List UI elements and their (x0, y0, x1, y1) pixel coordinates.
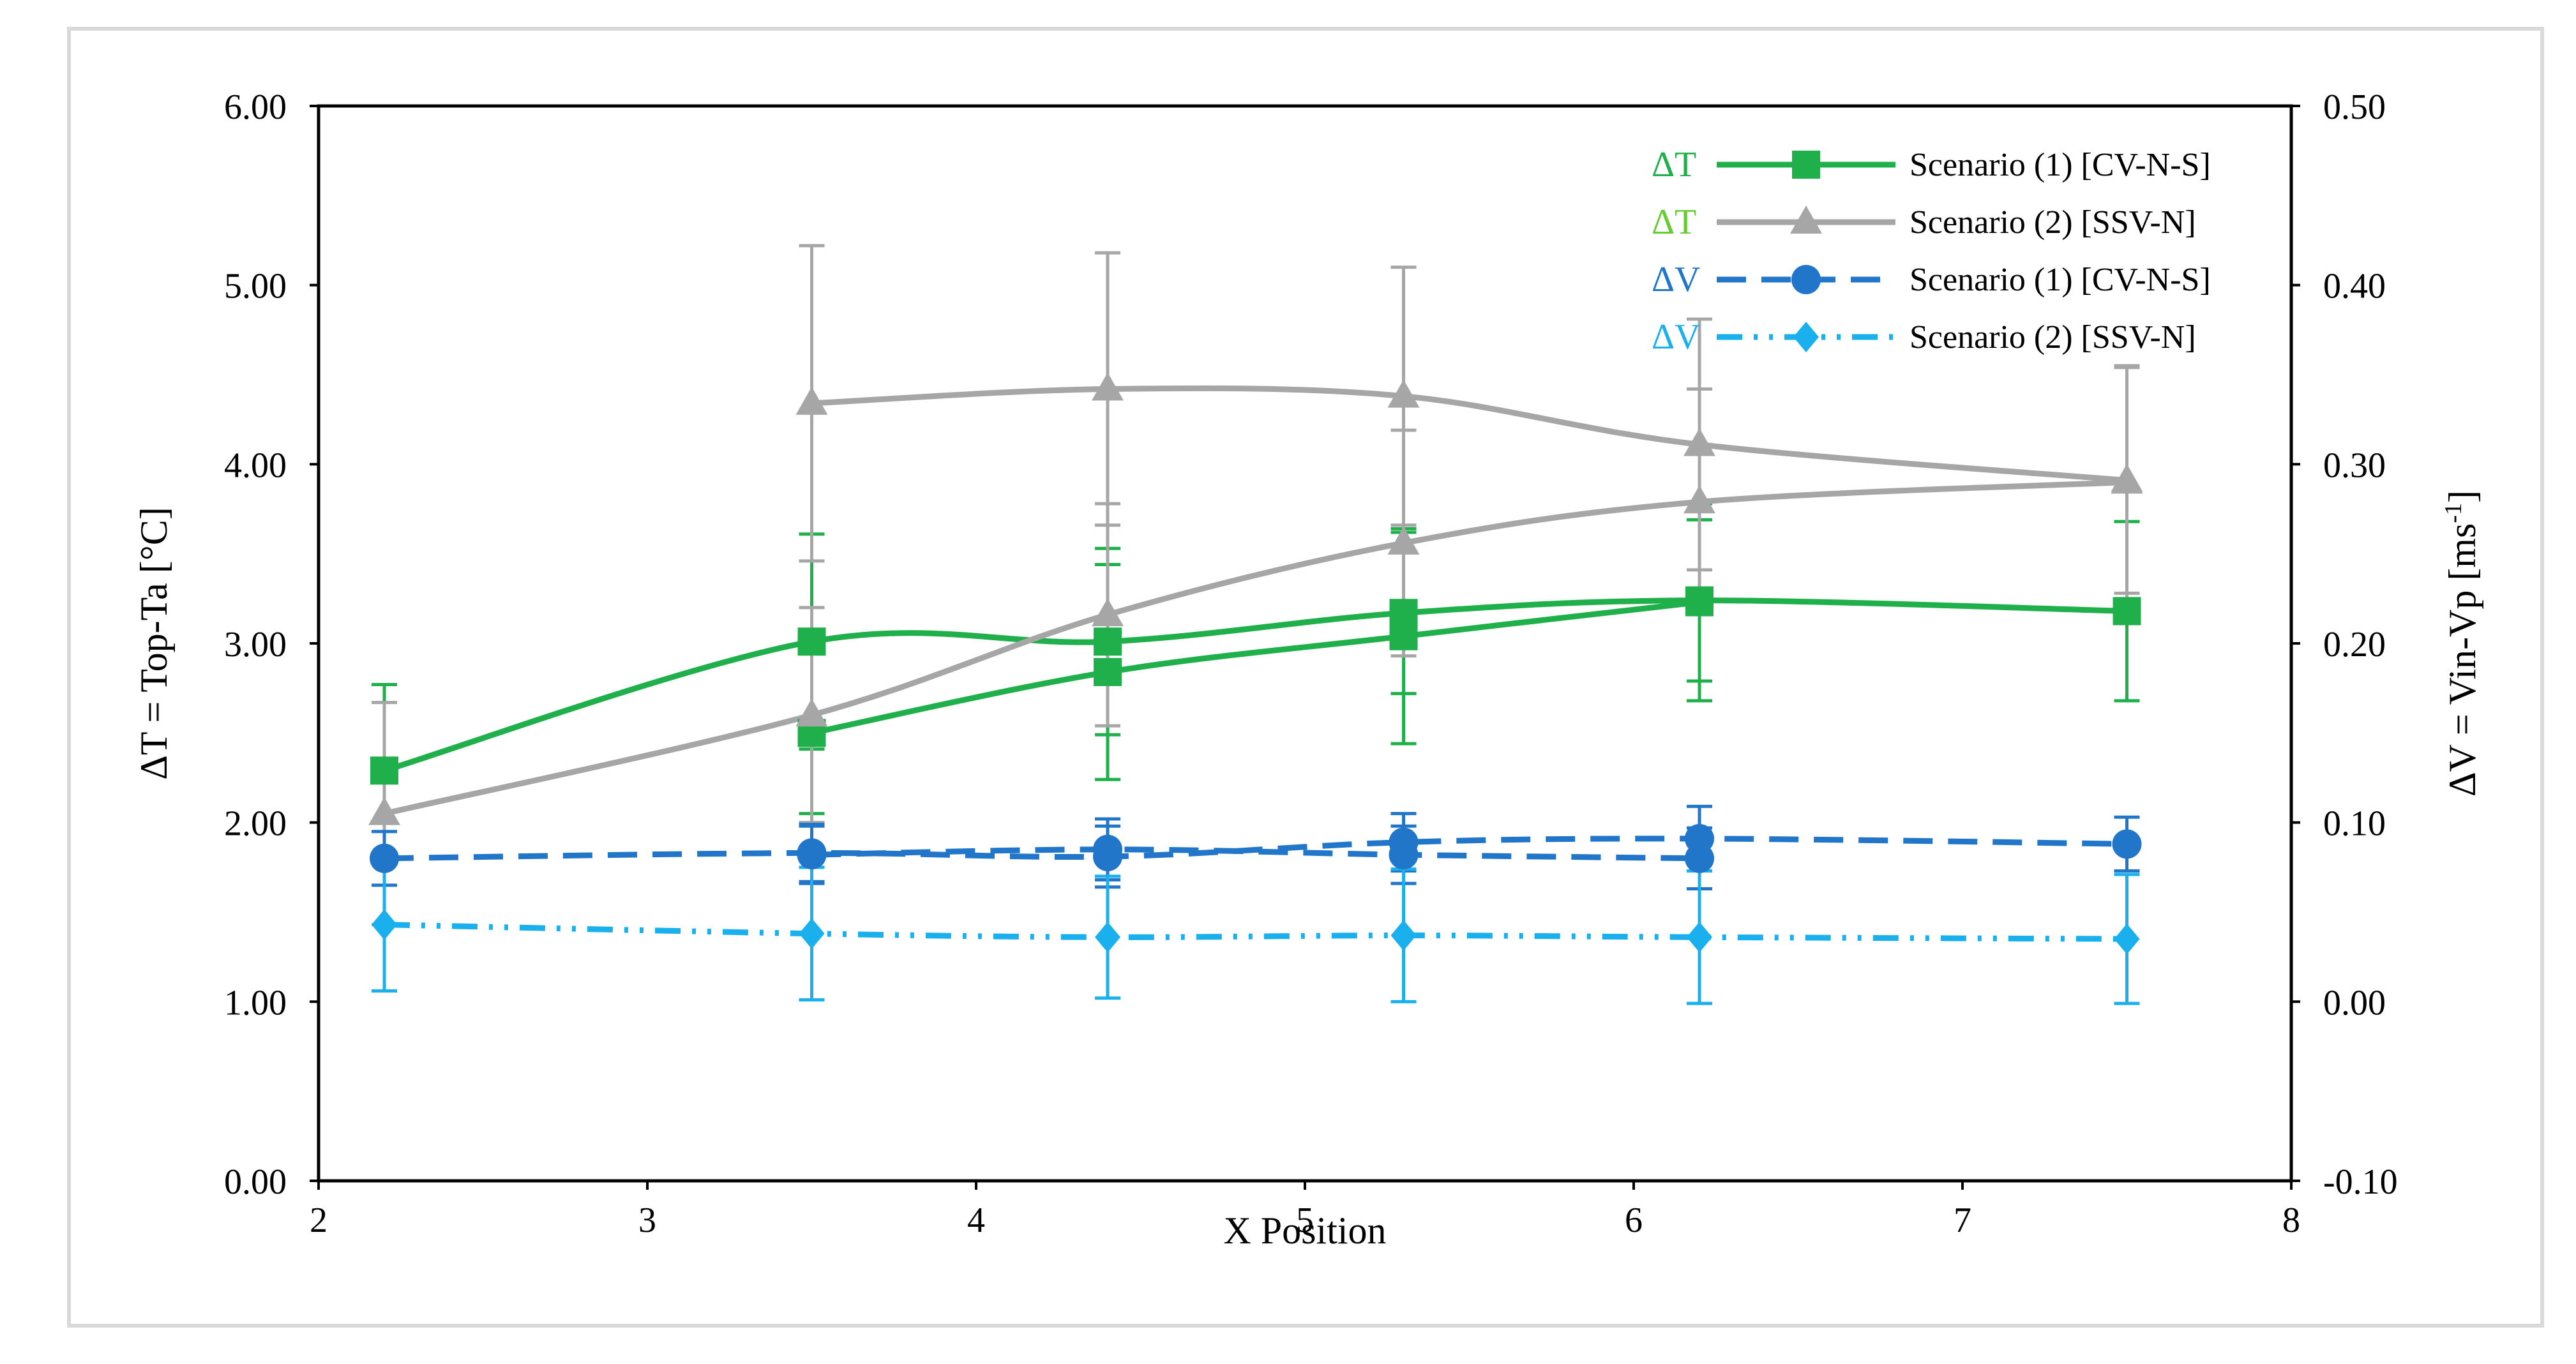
data-point (372, 909, 397, 940)
left-tick-label: 2.00 (224, 804, 287, 844)
left-tick-label: 1.00 (224, 983, 287, 1023)
legend-label: Scenario (1) [CV-N-S] (1909, 147, 2211, 183)
left-tick-label: 0.00 (224, 1162, 287, 1202)
legend-label: Scenario (2) [SSV-N] (1909, 204, 2196, 241)
legend-entry: ΔT Scenario (1) [CV-N-S] (1652, 145, 2211, 184)
right-tick-label: -0.10 (2323, 1162, 2398, 1202)
legend-prefix: ΔT (1652, 145, 1696, 184)
data-point (1683, 428, 1715, 456)
legend-prefix: ΔV (1652, 317, 1700, 357)
left-tick-label: 4.00 (224, 446, 287, 485)
data-point (1387, 526, 1420, 555)
data-point (1687, 922, 1712, 953)
series-line (811, 385, 2127, 484)
data-point (1685, 843, 1714, 873)
data-point (2112, 829, 2142, 859)
data-point (1092, 598, 1124, 627)
data-point (1092, 372, 1124, 401)
data-point (1389, 840, 1419, 870)
legend-prefix: ΔV (1652, 260, 1700, 299)
legend-label: Scenario (2) [SSV-N] (1909, 319, 2196, 356)
right-axis-ticks: -0.10 0.00 0.10 0.20 0.30 0.40 0.50 (2291, 87, 2398, 1202)
right-axis-title-end: ] (2441, 490, 2483, 503)
right-tick-label: 0.50 (2323, 87, 2386, 127)
data-point (797, 840, 827, 870)
right-axis-title: ΔV = Vin-Vp [ms-1] (2440, 490, 2483, 797)
right-axis-title-sup: -1 (2440, 503, 2467, 523)
right-tick-label: 0.00 (2323, 983, 2386, 1023)
right-tick-label: 0.10 (2323, 804, 2386, 844)
right-tick-label: 0.30 (2323, 446, 2386, 485)
data-point (795, 698, 828, 727)
legend-entry: ΔV Scenario (2) [SSV-N] (1652, 317, 2196, 357)
data-point (2111, 465, 2143, 494)
right-tick-label: 0.40 (2323, 267, 2386, 306)
x-tick-label: 6 (1625, 1201, 1643, 1240)
left-axis-ticks: 0.00 1.00 2.00 3.00 4.00 5.00 6.00 (224, 87, 319, 1202)
data-point (1387, 379, 1420, 408)
data-point (799, 918, 825, 949)
legend-marker (1793, 322, 1819, 352)
data-point (1685, 588, 1714, 617)
data-point (1095, 922, 1120, 953)
data-point (370, 756, 398, 785)
legend: ΔT Scenario (1) [CV-N-S] ΔT Scenario (2) [S… (1652, 145, 2211, 357)
data-point (1389, 622, 1418, 650)
right-tick-label: 0.20 (2323, 625, 2386, 664)
data-point (1094, 627, 1122, 656)
x-axis-title: X Position (1223, 1210, 1386, 1252)
chart-frame: 2 3 4 5 6 7 8 0.00 1.00 2.00 3.00 4.00 5.00 6.00 -0.… (67, 27, 2544, 1328)
data-point (795, 386, 828, 415)
legend-entry: ΔT Scenario (2) [SSV-N] (1652, 202, 2196, 242)
legend-label: Scenario (1) [CV-N-S] (1909, 262, 2211, 298)
data-point (797, 627, 826, 656)
series-line (811, 599, 1700, 736)
left-tick-label: 6.00 (224, 87, 287, 127)
x-tick-label: 4 (967, 1201, 985, 1240)
data-point (370, 843, 399, 873)
series-line (384, 922, 2127, 942)
plot-area (317, 104, 2293, 1183)
x-axis-ticks: 2 3 4 5 6 7 8 (310, 1181, 2300, 1240)
legend-entry: ΔV Scenario (1) [CV-N-S] (1652, 260, 2211, 299)
legend-marker (1791, 265, 1821, 294)
data-point (2113, 597, 2141, 626)
series-markers (368, 372, 2143, 955)
x-tick-label: 8 (2282, 1201, 2300, 1240)
data-point (1093, 834, 1122, 864)
data-point (1094, 657, 1122, 686)
x-tick-label: 3 (638, 1201, 656, 1240)
x-tick-label: 7 (1954, 1201, 1971, 1240)
chart-svg: 2 3 4 5 6 7 8 0.00 1.00 2.00 3.00 4.00 5.00 6.00 -0.… (133, 87, 2483, 1252)
left-tick-label: 3.00 (224, 625, 287, 664)
legend-marker (1790, 206, 1822, 234)
x-tick-label: 5 (1296, 1201, 1314, 1240)
legend-marker (1792, 151, 1820, 179)
left-axis-title: ΔT = Top-Ta [°C] (133, 507, 175, 779)
series-line (383, 597, 2127, 774)
series-lines (383, 385, 2127, 942)
data-point (2114, 924, 2140, 955)
data-point (1683, 485, 1715, 514)
legend-prefix: ΔT (1652, 202, 1696, 242)
right-axis-title-main: ΔV = Vin-Vp [ms (2441, 523, 2483, 797)
data-point (1390, 920, 1417, 951)
series-line (384, 836, 2127, 862)
data-point (368, 797, 400, 825)
left-tick-label: 5.00 (224, 267, 287, 306)
series-line (383, 479, 2127, 816)
x-tick-label: 2 (310, 1201, 328, 1240)
